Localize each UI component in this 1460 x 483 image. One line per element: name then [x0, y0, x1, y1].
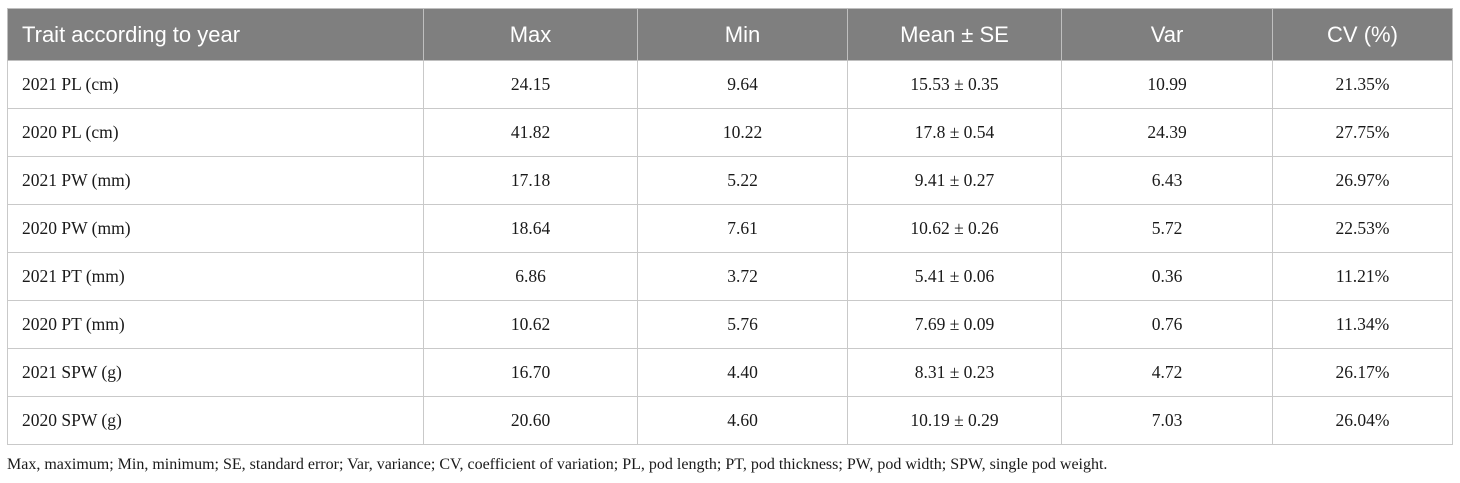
cell-max: 17.18 [423, 156, 638, 205]
cell-max: 20.60 [423, 396, 638, 445]
cell-var: 0.36 [1061, 252, 1273, 301]
table-header: Trait according to year Max Min Mean ± S… [7, 8, 1453, 61]
header-min: Min [637, 8, 848, 61]
cell-max: 18.64 [423, 204, 638, 253]
cell-trait: 2020 PW (mm) [7, 204, 424, 253]
cell-max: 24.15 [423, 60, 638, 109]
table-row: 2020 PT (mm) 10.62 5.76 7.69 ± 0.09 0.76… [7, 300, 1453, 349]
data-table-container: Trait according to year Max Min Mean ± S… [7, 8, 1453, 445]
cell-cv: 26.97% [1272, 156, 1453, 205]
cell-min: 7.61 [637, 204, 848, 253]
trait-statistics-table: Trait according to year Max Min Mean ± S… [7, 8, 1453, 445]
cell-cv: 11.21% [1272, 252, 1453, 301]
header-mean-se: Mean ± SE [847, 8, 1062, 61]
table-row: 2021 PW (mm) 17.18 5.22 9.41 ± 0.27 6.43… [7, 156, 1453, 205]
cell-cv: 26.17% [1272, 348, 1453, 397]
cell-var: 6.43 [1061, 156, 1273, 205]
cell-mean-se: 10.19 ± 0.29 [847, 396, 1062, 445]
cell-max: 41.82 [423, 108, 638, 157]
cell-trait: 2021 PL (cm) [7, 60, 424, 109]
cell-trait: 2021 PW (mm) [7, 156, 424, 205]
cell-var: 0.76 [1061, 300, 1273, 349]
cell-mean-se: 17.8 ± 0.54 [847, 108, 1062, 157]
header-trait: Trait according to year [7, 8, 424, 61]
table-footnote: Max, maximum; Min, minimum; SE, standard… [7, 456, 1108, 473]
table-row: 2020 SPW (g) 20.60 4.60 10.19 ± 0.29 7.0… [7, 396, 1453, 445]
cell-max: 10.62 [423, 300, 638, 349]
cell-cv: 22.53% [1272, 204, 1453, 253]
cell-var: 7.03 [1061, 396, 1273, 445]
cell-max: 16.70 [423, 348, 638, 397]
cell-cv: 21.35% [1272, 60, 1453, 109]
cell-trait: 2020 PT (mm) [7, 300, 424, 349]
header-var: Var [1061, 8, 1273, 61]
cell-mean-se: 15.53 ± 0.35 [847, 60, 1062, 109]
table-body: 2021 PL (cm) 24.15 9.64 15.53 ± 0.35 10.… [7, 60, 1453, 445]
cell-mean-se: 7.69 ± 0.09 [847, 300, 1062, 349]
cell-trait: 2020 SPW (g) [7, 396, 424, 445]
cell-min: 9.64 [637, 60, 848, 109]
cell-min: 4.60 [637, 396, 848, 445]
cell-mean-se: 5.41 ± 0.06 [847, 252, 1062, 301]
header-cv: CV (%) [1272, 8, 1453, 61]
cell-min: 5.22 [637, 156, 848, 205]
cell-mean-se: 8.31 ± 0.23 [847, 348, 1062, 397]
cell-trait: 2020 PL (cm) [7, 108, 424, 157]
table-row: 2021 PT (mm) 6.86 3.72 5.41 ± 0.06 0.36 … [7, 252, 1453, 301]
table-row: 2021 PL (cm) 24.15 9.64 15.53 ± 0.35 10.… [7, 60, 1453, 109]
cell-var: 10.99 [1061, 60, 1273, 109]
cell-max: 6.86 [423, 252, 638, 301]
cell-min: 4.40 [637, 348, 848, 397]
cell-mean-se: 10.62 ± 0.26 [847, 204, 1062, 253]
header-max: Max [423, 8, 638, 61]
cell-mean-se: 9.41 ± 0.27 [847, 156, 1062, 205]
cell-trait: 2021 SPW (g) [7, 348, 424, 397]
cell-cv: 27.75% [1272, 108, 1453, 157]
table-row: 2021 SPW (g) 16.70 4.40 8.31 ± 0.23 4.72… [7, 348, 1453, 397]
cell-var: 4.72 [1061, 348, 1273, 397]
cell-min: 10.22 [637, 108, 848, 157]
table-row: 2020 PL (cm) 41.82 10.22 17.8 ± 0.54 24.… [7, 108, 1453, 157]
cell-min: 5.76 [637, 300, 848, 349]
cell-cv: 11.34% [1272, 300, 1453, 349]
table-row: 2020 PW (mm) 18.64 7.61 10.62 ± 0.26 5.7… [7, 204, 1453, 253]
cell-var: 24.39 [1061, 108, 1273, 157]
cell-min: 3.72 [637, 252, 848, 301]
header-row: Trait according to year Max Min Mean ± S… [7, 8, 1453, 61]
cell-cv: 26.04% [1272, 396, 1453, 445]
cell-trait: 2021 PT (mm) [7, 252, 424, 301]
cell-var: 5.72 [1061, 204, 1273, 253]
